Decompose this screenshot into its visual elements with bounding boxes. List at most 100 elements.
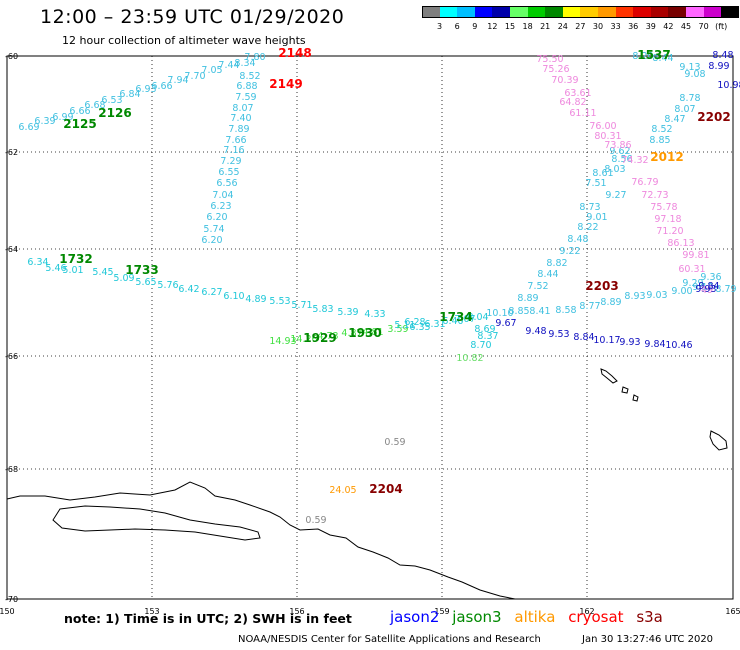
color-scale-label: 15 (504, 22, 516, 31)
wave-height-value: 6.56 (216, 178, 237, 189)
wave-height-value: 5.83 (312, 304, 333, 315)
wave-height-value: 8.34 (234, 58, 255, 69)
wave-height-value: 8.48 (712, 50, 733, 61)
wave-height-value: 7.40 (230, 113, 251, 124)
wave-height-value: 5.11 (394, 320, 415, 331)
wave-height-value: 8.99 (708, 61, 729, 72)
color-scale-swatch (439, 6, 458, 18)
legend-jason3: jason3 (452, 608, 502, 626)
wave-height-value: 8.82 (546, 258, 567, 269)
wave-height-value: 8.79 (715, 284, 736, 295)
pass-time-label: 1929 (303, 331, 336, 345)
wave-height-value: 4.73 (317, 331, 338, 342)
wave-height-value: 9.08 (684, 69, 705, 80)
color-scale-label: 45 (680, 22, 692, 31)
wave-height-value: 5.53 (269, 296, 290, 307)
color-scale-label: 33 (610, 22, 621, 31)
wave-height-value: 9.29 (682, 278, 703, 289)
island-east (709, 430, 728, 451)
wave-height-value: 6.99 (52, 112, 73, 123)
wave-height-value: 8.47 (664, 114, 685, 125)
wave-height-value: 61.11 (569, 108, 596, 119)
color-scale-label: 70 (698, 22, 709, 31)
wave-height-value: 6.66 (69, 106, 90, 117)
coastline-main (6, 481, 516, 600)
wave-height-value: 6.23 (210, 201, 231, 212)
wave-height-value: 8.44 (652, 53, 673, 64)
wave-height-value: 9.93 (695, 284, 716, 295)
wave-height-value: 6.66 (151, 81, 172, 92)
wave-height-value: 76.00 (589, 121, 616, 132)
wave-height-value: 9.01 (586, 212, 607, 223)
color-scale-swatch (580, 6, 598, 18)
color-scale-swatch (457, 6, 475, 18)
legend-jason2: jason2 (390, 608, 440, 626)
wave-height-value: 7.70 (184, 71, 205, 82)
wave-height-value: 9.93 (619, 337, 640, 348)
wave-height-value: 7.51 (585, 178, 606, 189)
wave-height-value: 6.28 (404, 317, 425, 328)
wave-height-observations: 6.696.396.996.666.686.536.846.936.667.94… (18, 46, 740, 526)
pass-time-label: 1733 (125, 263, 158, 277)
wave-height-value: 5.09 (113, 273, 134, 284)
wave-height-value: 6.40 (442, 316, 463, 327)
pass-time-label: 2126 (98, 106, 131, 120)
page-subtitle: 12 hour collection of altimeter wave hei… (62, 34, 306, 47)
wave-height-value: 7.07 (454, 314, 475, 325)
pass-time-label: 2125 (63, 117, 96, 131)
wave-height-value: 8.85 (508, 306, 529, 317)
color-scale-label: 30 (592, 22, 604, 31)
color-scale-swatch (510, 6, 528, 18)
wave-height-value: 9.27 (605, 190, 626, 201)
pass-time-label: 1732 (59, 252, 92, 266)
wave-height-value: 6.88 (236, 81, 257, 92)
color-scale-swatch (545, 6, 563, 18)
generation-timestamp: Jan 30 13:27:46 UTC 2020 (582, 634, 714, 645)
wave-height-value: 5.76 (157, 280, 178, 291)
pass-time-label: 2012 (650, 150, 683, 164)
wave-height-value: 6.34 (27, 257, 48, 268)
pass-time-label: 2203 (585, 279, 618, 293)
wave-height-value: 0.59 (384, 437, 405, 448)
wave-height-value: 8.04 (467, 312, 488, 323)
satellite-legend: jason2 jason3 altika cryosat s3a (390, 608, 671, 626)
wave-height-value: 8.77 (579, 301, 600, 312)
wave-height-value: 72.73 (641, 190, 668, 201)
color-scale-label: 6 (454, 22, 460, 31)
color-scale-label: 12 (487, 22, 498, 31)
wave-height-value: 8.07 (674, 104, 695, 115)
wave-height-value: 6.69 (18, 122, 39, 133)
wave-height-value: 4.89 (245, 294, 266, 305)
lon-tick-label: 159 (434, 607, 449, 616)
lat-tick-label: -66 (5, 352, 18, 361)
wave-height-value: 5.39 (337, 307, 358, 318)
wave-height-value: 64.82 (559, 97, 586, 108)
wave-height-value: 80.31 (594, 131, 621, 142)
wave-height-value: 14.26 (290, 334, 317, 345)
wave-height-value: 10.10 (486, 308, 513, 319)
wave-height-value: 6.53 (101, 95, 122, 106)
wave-height-value: 8.52 (239, 71, 260, 82)
wave-height-value: 9.36 (700, 272, 721, 283)
wave-height-value: 0.59 (305, 515, 326, 526)
wave-height-value: 6.55 (218, 167, 239, 178)
lon-tick-label: 162 (579, 607, 594, 616)
page-title: 12:00 – 23:59 UTC 01/29/2020 (40, 6, 345, 28)
wave-height-value: 99.81 (682, 250, 709, 261)
wave-height-value: 5.46 (45, 263, 66, 274)
color-scale-swatch (650, 6, 669, 18)
color-scale-label: 27 (575, 22, 586, 31)
island-west (52, 505, 261, 541)
wave-height-value: 14.93 (269, 336, 296, 347)
wave-height-value: 24.05 (329, 485, 356, 496)
wave-height-value: 7.66 (225, 135, 246, 146)
coastline (6, 368, 728, 600)
wave-height-value: 9.13 (679, 62, 700, 73)
color-scale-swatch (721, 6, 739, 18)
wave-height-value: 10.17 (593, 335, 620, 346)
wave-height-value: 8.52 (651, 124, 672, 135)
wave-height-value: 86.13 (667, 238, 694, 249)
wave-height-value: 6.93 (135, 84, 156, 95)
wave-height-value: 76.79 (631, 177, 658, 188)
pass-time-label: 1537 (637, 48, 670, 62)
